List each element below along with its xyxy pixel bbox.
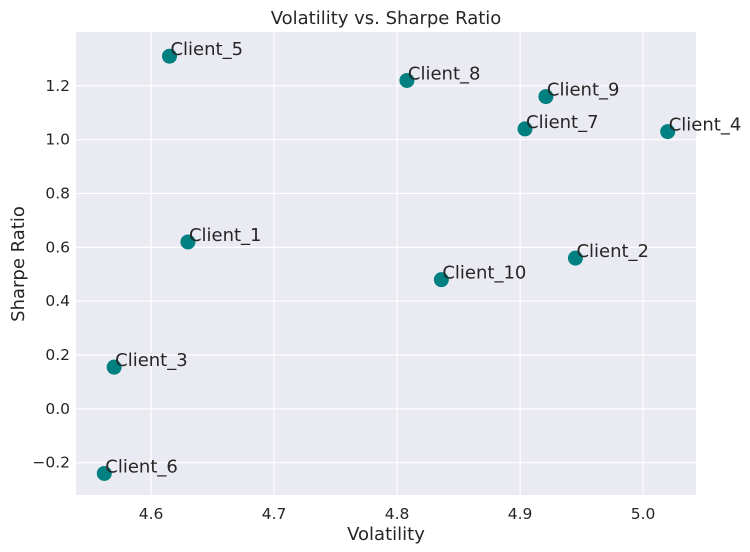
data-point-label: Client_2: [576, 241, 649, 262]
data-point-label: Client_6: [105, 456, 178, 477]
y-tick-label: 0.0: [45, 400, 70, 418]
plot-area: [76, 32, 696, 495]
scatter-points: [96, 48, 676, 481]
x-tick-label: 4.7: [262, 505, 287, 523]
x-tick-labels: 4.6 4.7 4.8 4.9 5.0: [139, 505, 656, 523]
y-tick-label: 1.2: [45, 77, 70, 95]
data-point-label: Client_10: [442, 263, 526, 284]
data-point-label: Client_4: [669, 115, 742, 136]
y-tick-label: −0.2: [32, 454, 70, 472]
data-point-label: Client_3: [115, 350, 188, 371]
data-point: [180, 234, 196, 250]
data-point-label: Client_5: [170, 39, 243, 60]
data-point-label: Client_7: [526, 112, 599, 133]
y-tick-label: 0.4: [45, 292, 70, 310]
x-tick-label: 4.6: [139, 505, 164, 523]
x-tick-label: 4.9: [508, 505, 533, 523]
data-point: [517, 121, 533, 137]
y-gridlines: [76, 85, 696, 464]
x-tick-label: 5.0: [631, 505, 656, 523]
data-point: [96, 465, 112, 481]
x-axis-label: Volatility: [347, 524, 425, 545]
y-tick-label: 1.0: [45, 131, 70, 149]
data-point-label: Client_9: [547, 80, 620, 101]
data-point-label: Client_1: [189, 225, 262, 246]
data-point: [433, 272, 449, 288]
y-tick-label: 0.8: [45, 185, 70, 203]
y-tick-labels: −0.2 0.0 0.2 0.4 0.6 0.8 1.0 1.2: [32, 77, 70, 472]
data-point: [538, 89, 554, 105]
data-point: [161, 48, 177, 64]
data-point: [399, 72, 415, 88]
point-labels: Client_1 Client_2 Client_3 Client_4 Client_5…: [105, 39, 741, 477]
y-tick-label: 0.2: [45, 346, 70, 364]
data-point: [106, 359, 122, 375]
data-point-label: Client_8: [408, 63, 481, 84]
x-tick-label: 4.8: [385, 505, 410, 523]
chart-title: Volatility vs. Sharpe Ratio: [271, 8, 502, 29]
data-point: [567, 250, 583, 266]
y-tick-label: 0.6: [45, 238, 70, 256]
y-axis-label: Sharpe Ratio: [8, 206, 29, 322]
data-point: [660, 124, 676, 140]
x-gridlines: [150, 32, 644, 495]
